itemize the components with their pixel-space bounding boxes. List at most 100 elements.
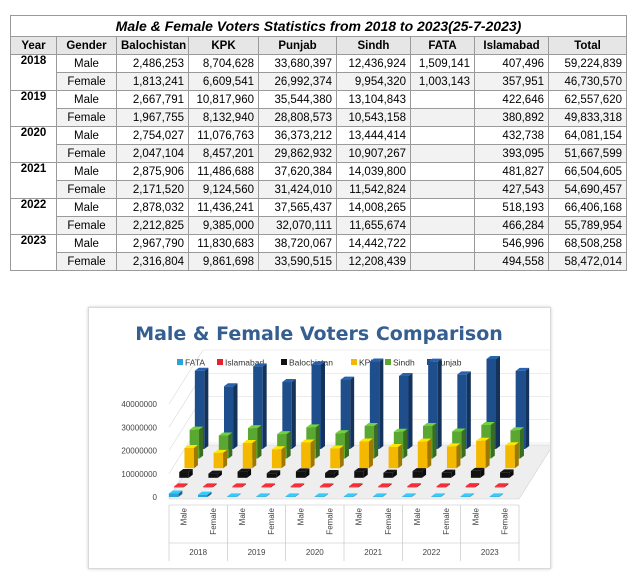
x-tick-label: Male	[180, 507, 189, 525]
table-title: Male & Female Voters Statistics from 201…	[10, 15, 627, 36]
value-cell: 1,509,141	[410, 54, 475, 73]
bar-fata	[402, 493, 416, 497]
bar-balochistan	[500, 469, 514, 478]
voters-comparison-chart: Male & Female Voters Comparison FATA Isla…	[88, 307, 551, 569]
chart-title: Male & Female Voters Comparison	[135, 323, 503, 345]
y-tick-label: 30000000	[121, 423, 157, 432]
legend-label: KPK	[359, 358, 376, 368]
value-cell: 10,543,158	[336, 108, 411, 127]
table-row: Female 2,316,804 9,861,698 33,590,515 12,208…	[11, 252, 627, 271]
x-tick-label: Male	[471, 507, 480, 525]
bar-punjab	[282, 379, 296, 449]
value-cell: 9,385,000	[188, 216, 259, 235]
table-row: Female 2,171,520 9,124,560 31,424,010 11,542…	[11, 180, 627, 199]
x-tick-label: Female	[384, 507, 393, 534]
value-cell: 422,646	[474, 90, 549, 109]
y-tick-label: 0	[153, 493, 158, 502]
bar-kpk	[446, 443, 461, 469]
value-cell: 11,830,683	[188, 234, 259, 253]
year-cell: 2021	[10, 162, 57, 199]
bar-fata	[227, 493, 241, 497]
bar-punjab	[369, 358, 384, 449]
value-cell: 54,690,457	[548, 180, 627, 199]
bar-fata	[343, 493, 358, 497]
table-row: Female 2,047,104 8,457,201 29,862,932 10,907…	[11, 144, 627, 163]
value-cell: 33,590,515	[258, 252, 337, 271]
legend-item: Sindh	[385, 358, 415, 368]
value-cell: 2,875,906	[116, 162, 189, 181]
x-tick-label: Female	[442, 507, 451, 534]
x-group-label: 2022	[423, 548, 441, 557]
value-cell: 1,813,241	[116, 72, 189, 91]
table-row: Female 2,212,825 9,385,000 32,070,111 11,655…	[11, 216, 627, 235]
table-row: 2021 Male 2,875,906 11,486,688 37,620,384 14,…	[10, 162, 627, 199]
value-cell: 51,667,599	[548, 144, 627, 163]
gender-cell: Female	[56, 252, 117, 271]
value-cell: 35,544,380	[258, 90, 337, 109]
value-cell: 59,224,839	[548, 54, 627, 73]
value-cell: 2,212,825	[116, 216, 189, 235]
bar-punjab	[399, 372, 413, 449]
x-tick-label: Male	[238, 507, 247, 525]
value-cell	[410, 126, 475, 145]
year-cell: 2020	[10, 126, 57, 163]
bar-punjab	[340, 376, 355, 449]
value-cell: 66,406,168	[548, 198, 627, 217]
voter-statistics-table: Male & Female Voters Statistics from 201…	[10, 15, 627, 271]
column-header: Punjab	[258, 36, 337, 55]
legend-item: KPK	[351, 358, 376, 368]
bar-islamabad	[319, 483, 334, 488]
y-tick-label: 40000000	[121, 400, 157, 409]
value-cell: 33,680,397	[258, 54, 337, 73]
value-cell: 407,496	[474, 54, 549, 73]
year-cell: 2023	[10, 234, 57, 271]
bar-punjab	[486, 355, 500, 449]
value-cell	[410, 234, 475, 253]
bar-kpk	[476, 437, 490, 469]
gender-cell: Female	[56, 144, 117, 163]
legend-swatch	[385, 359, 391, 365]
gender-cell: Male	[56, 54, 117, 73]
table-row: Female 1,967,755 8,132,940 28,808,573 10,543…	[11, 108, 627, 127]
bar-islamabad	[378, 483, 392, 488]
bar-islamabad	[261, 483, 276, 488]
legend-label: Punjab	[435, 358, 462, 368]
value-cell: 2,316,804	[116, 252, 189, 271]
value-cell: 10,817,960	[188, 90, 259, 109]
column-header: Islamabad	[474, 36, 549, 55]
value-cell: 12,436,924	[336, 54, 411, 73]
bar-punjab	[194, 367, 209, 449]
value-cell: 64,081,154	[548, 126, 627, 145]
gender-cell: Female	[56, 72, 117, 91]
column-header: Balochistan	[116, 36, 189, 55]
bar-kpk	[330, 445, 344, 469]
table-row: Female 1,813,241 6,609,541 26,992,374 9,954,…	[11, 72, 627, 91]
bar-balochistan	[470, 467, 485, 478]
bar-balochistan	[412, 468, 427, 478]
value-cell: 11,076,763	[188, 126, 259, 145]
bar-fata	[489, 493, 504, 497]
value-cell	[410, 162, 475, 181]
bar-balochistan	[179, 469, 193, 478]
bar-kpk	[213, 449, 228, 469]
value-cell: 58,472,014	[548, 252, 627, 271]
value-cell: 2,171,520	[116, 180, 189, 199]
value-cell: 9,861,698	[188, 252, 259, 271]
y-tick-label: 20000000	[121, 447, 157, 456]
value-cell: 14,008,265	[336, 198, 411, 217]
bar-kpk	[271, 446, 286, 469]
bar-punjab	[311, 361, 325, 449]
year-cell: 2018	[10, 54, 57, 91]
bar-kpk	[505, 442, 519, 469]
value-cell: 494,558	[474, 252, 549, 271]
value-cell: 481,827	[474, 162, 549, 181]
value-cell	[410, 180, 475, 199]
value-cell: 380,892	[474, 108, 549, 127]
table-row: 2023 Male 2,967,790 11,830,683 38,720,067 14,…	[10, 234, 627, 271]
value-cell: 49,833,318	[548, 108, 627, 127]
value-cell: 14,039,800	[336, 162, 411, 181]
value-cell: 11,542,824	[336, 180, 411, 199]
bar-islamabad	[174, 483, 188, 488]
value-cell: 432,738	[474, 126, 549, 145]
gender-cell: Male	[56, 162, 117, 181]
